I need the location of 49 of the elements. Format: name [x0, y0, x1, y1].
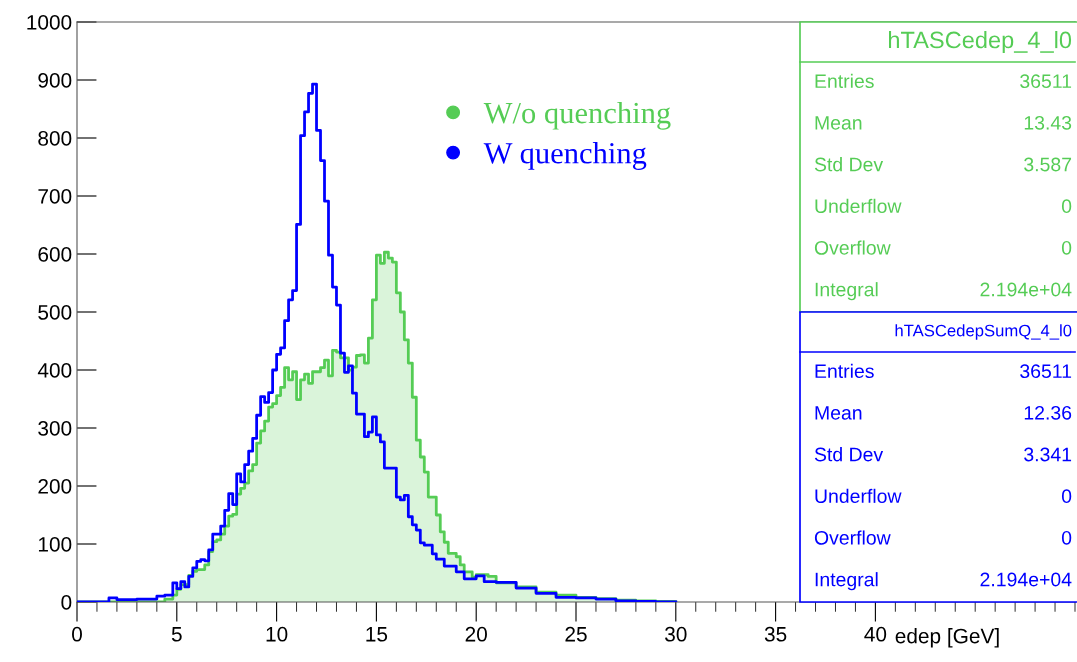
annotation: 3.587 — [1024, 157, 1072, 172]
y-tick-label: 200 — [38, 479, 72, 494]
y-tick-label: 700 — [38, 189, 72, 204]
y-tick-label: 300 — [38, 421, 72, 436]
annotation: Mean — [815, 406, 862, 420]
annotation: Underflow — [815, 198, 902, 214]
annotation: 0 — [1061, 530, 1072, 545]
y-tick-label: 0 — [61, 595, 72, 610]
y-tick-label: 500 — [38, 305, 72, 320]
x-axis-title: edep [GeV] — [895, 628, 999, 648]
x-tick-label: 25 — [565, 626, 587, 642]
annotation: Mean — [815, 116, 862, 130]
annotation: Std Dev — [814, 157, 884, 172]
x-tick-label: 10 — [266, 626, 288, 642]
x-tick-label: 20 — [465, 626, 487, 642]
y-tick-label: 900 — [38, 73, 72, 88]
annotation: 12.36 — [1024, 405, 1072, 420]
y-tick-label: 800 — [38, 131, 72, 146]
annotation: Entries — [815, 363, 874, 379]
annotation: 0 — [1061, 489, 1072, 504]
y-tick-label: 1000 — [27, 15, 72, 30]
annotation: 0 — [1061, 199, 1072, 214]
x-tick-label: 30 — [665, 626, 687, 642]
x-tick-label: 40 — [864, 626, 887, 642]
y-tick-label: 400 — [37, 363, 72, 378]
annotation: 3.341 — [1024, 447, 1072, 462]
annotation: 13.43 — [1024, 115, 1072, 130]
x-tick-label: 0 — [72, 626, 82, 642]
annotation: Integral — [815, 282, 878, 301]
annotation: Overflow — [814, 530, 891, 545]
legend-label: W/o quenching — [483, 101, 671, 130]
y-tick-label: 100 — [38, 537, 72, 552]
annotation: hTASCedep_4_l0 — [889, 31, 1072, 53]
annotation: 36511 — [1020, 74, 1072, 89]
annotation: 0 — [1061, 240, 1072, 255]
x-tick-label: 15 — [366, 627, 388, 642]
annotation: Underflow — [815, 488, 902, 504]
annotation: 2.194e+04 — [980, 572, 1072, 587]
annotation: 36511 — [1020, 364, 1072, 379]
annotation: Entries — [815, 73, 874, 89]
x-tick-label: 35 — [764, 626, 787, 642]
legend-label: W quenching — [483, 142, 647, 170]
annotation: 2.194e+04 — [980, 282, 1072, 297]
x-tick-label: 5 — [171, 627, 182, 642]
y-tick-label: 600 — [38, 247, 72, 262]
annotation: Integral — [815, 572, 878, 591]
annotation: Std Dev — [814, 447, 884, 462]
annotation: Overflow — [814, 240, 891, 255]
annotation: hTASCedepSumQ_4_l0 — [895, 324, 1072, 340]
